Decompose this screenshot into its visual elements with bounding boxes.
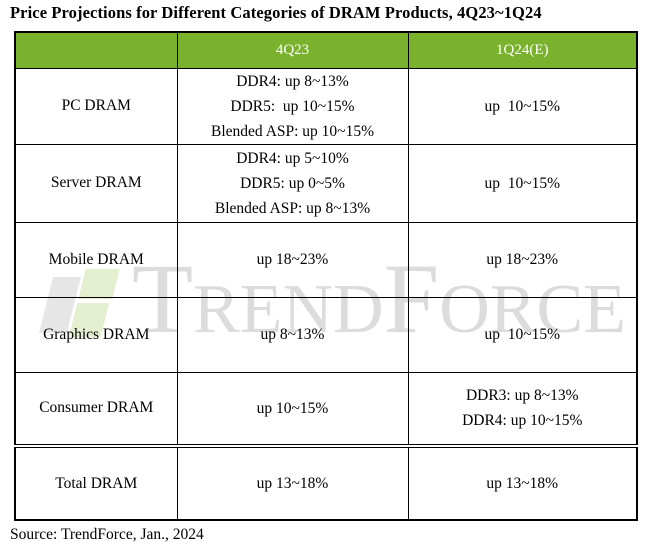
cell-line: up 10~15% <box>484 326 561 343</box>
cell-line: up 13~18% <box>486 475 559 492</box>
category-cell: PC DRAM <box>14 67 178 145</box>
cell-line: up 13~18% <box>256 475 329 492</box>
header-cell-category <box>14 31 178 69</box>
cell-line: DDR4: up 5~10% <box>236 149 349 167</box>
cell-line: up 10~15% <box>484 97 561 115</box>
table-row-graphics-dram: Graphics DRAM up 8~13% up 10~15% <box>14 296 638 373</box>
value-cell-4q23: up 13~18% <box>176 444 409 521</box>
cell-line: DDR4: up 10~15% <box>462 412 583 430</box>
value-cell-4q23: up 10~15% <box>176 371 409 447</box>
value-cell-4q23: DDR4: up 5~10% DDR5: up 0~5% Blended ASP… <box>176 143 409 223</box>
cell-line: up 18~23% <box>486 251 559 268</box>
cell-line: Blended ASP: up 8~13% <box>214 199 371 217</box>
cell-line: DDR5: up 10~15% <box>230 97 355 115</box>
value-cell-1q24: up 10~15% <box>407 143 638 223</box>
cell-line: DDR4: up 8~13% <box>236 72 349 90</box>
cell-line: DDR5: up 0~5% <box>240 174 345 192</box>
cell-line: DDR3: up 8~13% <box>465 387 579 405</box>
table-row-pc-dram: PC DRAM DDR4: up 8~13% DDR5: up 10~15% B… <box>14 67 638 145</box>
table-container: TrendForce 4Q23 1Q24(E) PC DRAM DDR4: up… <box>14 31 638 521</box>
value-cell-1q24: up 10~15% <box>407 67 638 145</box>
header-cell-1q24: 1Q24(E) <box>407 31 638 69</box>
category-cell: Server DRAM <box>14 143 178 223</box>
cell-line: up 10~15% <box>484 174 561 192</box>
price-projection-table: 4Q23 1Q24(E) PC DRAM DDR4: up 8~13% DDR5… <box>14 31 638 521</box>
cell-line: up 18~23% <box>256 251 329 268</box>
table-row-server-dram: Server DRAM DDR4: up 5~10% DDR5: up 0~5%… <box>14 143 638 223</box>
value-cell-1q24: up 13~18% <box>407 444 638 521</box>
category-cell: Graphics DRAM <box>14 296 178 373</box>
header-cell-4q23: 4Q23 <box>176 31 409 69</box>
value-cell-4q23: up 8~13% <box>176 296 409 373</box>
page-title: Price Projections for Different Categori… <box>10 3 542 22</box>
value-cell-4q23: DDR4: up 8~13% DDR5: up 10~15% Blended A… <box>176 67 409 145</box>
source-note: Source: TrendForce, Jan., 2024 <box>10 526 204 543</box>
cell-line: up 8~13% <box>260 326 325 343</box>
cell-line: Blended ASP: up 10~15% <box>211 122 374 140</box>
value-cell-1q24: up 18~23% <box>407 221 638 298</box>
table-row-total-dram: Total DRAM up 13~18% up 13~18% <box>14 444 638 521</box>
value-cell-1q24: DDR3: up 8~13% DDR4: up 10~15% <box>407 371 638 447</box>
table-row-consumer-dram: Consumer DRAM up 10~15% DDR3: up 8~13% D… <box>14 371 638 447</box>
category-cell: Consumer DRAM <box>14 371 178 447</box>
value-cell-4q23: up 18~23% <box>176 221 409 298</box>
category-cell: Mobile DRAM <box>14 221 178 298</box>
cell-line: up 10~15% <box>256 399 329 417</box>
value-cell-1q24: up 10~15% <box>407 296 638 373</box>
category-cell: Total DRAM <box>14 444 178 521</box>
header-row: 4Q23 1Q24(E) <box>14 31 638 69</box>
table-row-mobile-dram: Mobile DRAM up 18~23% up 18~23% <box>14 221 638 298</box>
